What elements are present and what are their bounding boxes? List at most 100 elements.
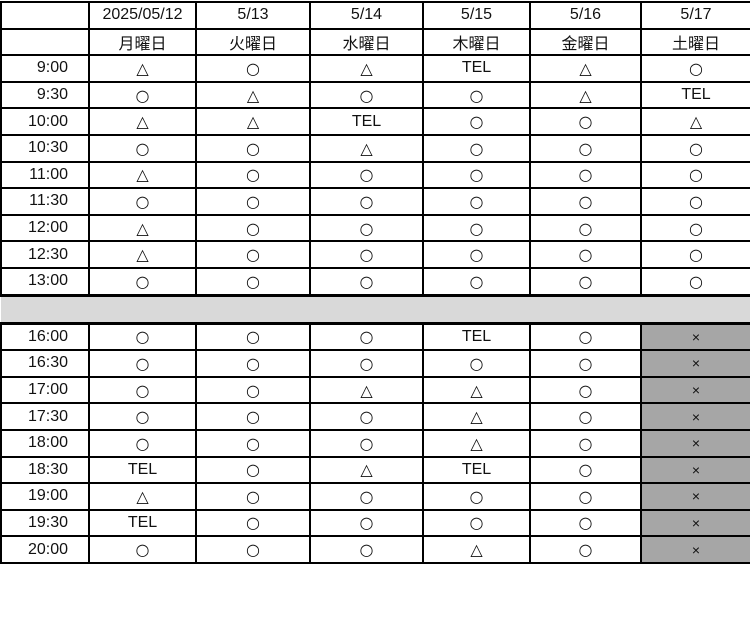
availability-cell[interactable]: △ [422,402,531,431]
availability-cell[interactable]: ○ [529,107,642,136]
availability-cell[interactable]: △ [309,455,424,485]
availability-cell[interactable]: ○ [195,508,311,538]
availability-cell[interactable]: ○ [422,266,531,297]
availability-cell[interactable]: TEL [88,508,197,538]
availability-cell[interactable]: × [640,402,750,431]
availability-cell[interactable]: △ [422,375,531,405]
availability-cell[interactable]: ○ [309,349,424,378]
availability-cell[interactable]: ○ [88,266,197,297]
availability-cell[interactable]: ○ [309,508,424,538]
availability-cell[interactable]: ○ [529,535,642,564]
availability-cell[interactable]: ○ [195,482,311,511]
availability-cell[interactable]: △ [422,535,531,564]
availability-cell[interactable]: △ [309,133,424,163]
availability-cell[interactable]: ○ [195,375,311,405]
availability-cell[interactable]: ○ [309,322,424,352]
availability-cell[interactable]: ○ [195,322,311,352]
availability-cell[interactable]: ○ [88,133,197,163]
availability-cell[interactable]: △ [88,482,197,511]
availability-cell[interactable]: ○ [529,402,642,431]
availability-cell[interactable]: TEL [88,455,197,485]
availability-cell[interactable]: ○ [640,133,750,163]
availability-cell[interactable]: ○ [640,240,750,269]
availability-cell[interactable]: ○ [195,187,311,216]
availability-cell[interactable]: ○ [529,375,642,405]
availability-cell[interactable]: ○ [640,213,750,243]
availability-cell[interactable]: × [640,428,750,458]
availability-cell[interactable]: ○ [422,107,531,136]
availability-cell[interactable]: ○ [88,535,197,564]
availability-cell[interactable]: ○ [529,160,642,190]
availability-cell[interactable]: ○ [88,428,197,458]
availability-cell[interactable]: △ [309,54,424,83]
availability-cell[interactable]: × [640,322,750,352]
availability-cell[interactable]: × [640,508,750,538]
availability-cell[interactable]: ○ [309,266,424,297]
availability-cell[interactable]: △ [422,428,531,458]
availability-cell[interactable]: ○ [195,240,311,269]
availability-cell[interactable]: ○ [422,482,531,511]
availability-cell[interactable]: ○ [529,349,642,378]
availability-cell[interactable]: △ [529,54,642,83]
availability-cell[interactable]: ○ [88,402,197,431]
availability-cell[interactable]: △ [309,375,424,405]
availability-cell[interactable]: △ [88,54,197,83]
availability-cell[interactable]: ○ [309,213,424,243]
availability-cell[interactable]: ○ [640,187,750,216]
availability-cell[interactable]: ○ [422,160,531,190]
availability-cell[interactable]: ○ [195,402,311,431]
availability-cell[interactable]: × [640,349,750,378]
availability-cell[interactable]: ○ [529,455,642,485]
availability-cell[interactable]: △ [640,107,750,136]
availability-cell[interactable]: ○ [529,482,642,511]
availability-cell[interactable]: ○ [529,428,642,458]
availability-cell[interactable]: ○ [195,133,311,163]
availability-cell[interactable]: ○ [422,213,531,243]
availability-cell[interactable]: ○ [88,322,197,352]
availability-cell[interactable]: ○ [309,428,424,458]
availability-cell[interactable]: ○ [422,133,531,163]
availability-cell[interactable]: TEL [422,54,531,83]
availability-cell[interactable]: × [640,375,750,405]
availability-cell[interactable]: ○ [195,160,311,190]
availability-cell[interactable]: ○ [422,187,531,216]
availability-cell[interactable]: ○ [195,535,311,564]
availability-cell[interactable]: ○ [422,508,531,538]
availability-cell[interactable]: △ [195,80,311,110]
availability-cell[interactable]: TEL [422,322,531,352]
availability-cell[interactable]: ○ [309,240,424,269]
availability-cell[interactable]: × [640,535,750,564]
availability-cell[interactable]: ○ [422,80,531,110]
availability-cell[interactable]: ○ [309,535,424,564]
availability-cell[interactable]: × [640,455,750,485]
availability-cell[interactable]: ○ [529,266,642,297]
availability-cell[interactable]: ○ [529,508,642,538]
availability-cell[interactable]: ○ [529,187,642,216]
availability-cell[interactable]: ○ [529,322,642,352]
availability-cell[interactable]: ○ [88,187,197,216]
availability-cell[interactable]: ○ [309,187,424,216]
availability-cell[interactable]: ○ [640,266,750,297]
availability-cell[interactable]: TEL [309,107,424,136]
availability-cell[interactable]: ○ [195,349,311,378]
availability-cell[interactable]: ○ [422,349,531,378]
availability-cell[interactable]: ○ [422,240,531,269]
availability-cell[interactable]: △ [529,80,642,110]
availability-cell[interactable]: ○ [309,160,424,190]
availability-cell[interactable]: ○ [88,349,197,378]
availability-cell[interactable]: ○ [195,213,311,243]
availability-cell[interactable]: ○ [309,482,424,511]
availability-cell[interactable]: △ [88,160,197,190]
availability-cell[interactable]: TEL [422,455,531,485]
availability-cell[interactable]: △ [195,107,311,136]
availability-cell[interactable]: ○ [529,213,642,243]
availability-cell[interactable]: ○ [195,455,311,485]
availability-cell[interactable]: ○ [529,240,642,269]
availability-cell[interactable]: TEL [640,80,750,110]
availability-cell[interactable]: ○ [195,54,311,83]
availability-cell[interactable]: ○ [529,133,642,163]
availability-cell[interactable]: ○ [195,266,311,297]
availability-cell[interactable]: ○ [88,80,197,110]
availability-cell[interactable]: × [640,482,750,511]
availability-cell[interactable]: ○ [88,375,197,405]
